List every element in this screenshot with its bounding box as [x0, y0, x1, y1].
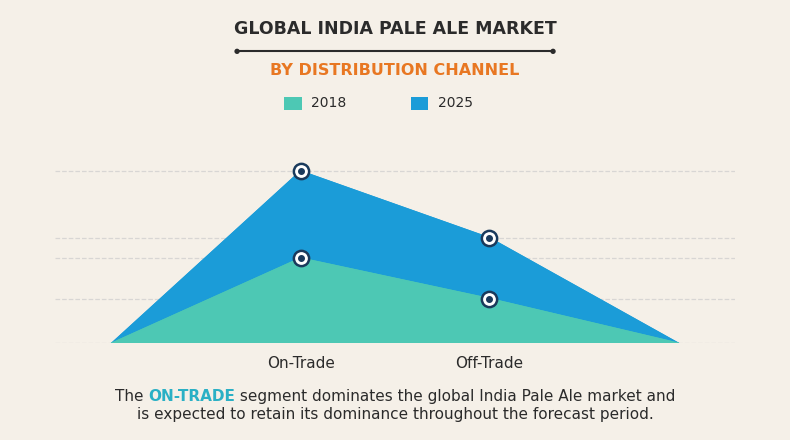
Text: GLOBAL INDIA PALE ALE MARKET: GLOBAL INDIA PALE ALE MARKET: [234, 20, 556, 37]
Text: is expected to retain its dominance throughout the forecast period.: is expected to retain its dominance thro…: [137, 407, 653, 422]
Text: The: The: [115, 389, 148, 404]
Text: 2018: 2018: [311, 96, 347, 110]
Polygon shape: [112, 258, 678, 343]
Text: ON-TRADE: ON-TRADE: [148, 389, 235, 404]
Polygon shape: [112, 171, 678, 343]
Text: segment dominates the global India Pale Ale market and: segment dominates the global India Pale …: [235, 389, 675, 404]
Text: BY DISTRIBUTION CHANNEL: BY DISTRIBUTION CHANNEL: [270, 63, 520, 78]
Text: ●: ●: [550, 48, 556, 54]
Text: 2025: 2025: [438, 96, 472, 110]
Text: ●: ●: [234, 48, 240, 54]
